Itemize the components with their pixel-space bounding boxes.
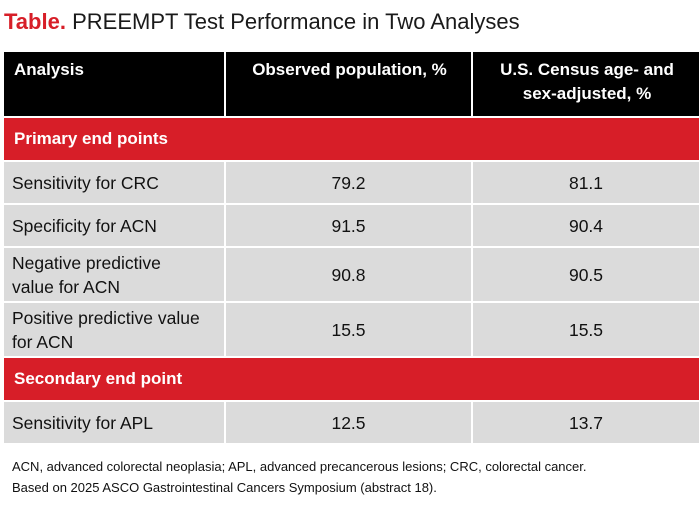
header-row: Analysis Observed population, % U.S. Cen… bbox=[4, 52, 699, 116]
row-name-line: Positive predictive value bbox=[12, 307, 200, 328]
table-row: Positive predictive value for ACN 15.5 15… bbox=[4, 303, 699, 356]
row-adjusted-value: 13.7 bbox=[473, 402, 699, 443]
footnote-abbreviations: ACN, advanced colorectal neoplasia; APL,… bbox=[12, 459, 587, 474]
section-title: Primary end points bbox=[4, 118, 699, 160]
row-adjusted-value: 81.1 bbox=[473, 162, 699, 203]
row-name: Sensitivity for APL bbox=[4, 402, 224, 443]
row-observed-value: 91.5 bbox=[226, 205, 471, 246]
table-row: Sensitivity for APL 12.5 13.7 bbox=[4, 402, 699, 443]
caption-label: Table. bbox=[4, 9, 66, 34]
header-analysis: Analysis bbox=[4, 52, 224, 116]
performance-table: Analysis Observed population, % U.S. Cen… bbox=[2, 50, 700, 445]
row-name: Specificity for ACN bbox=[4, 205, 224, 246]
caption-title: PREEMPT Test Performance in Two Analyses bbox=[72, 9, 520, 34]
row-adjusted-value: 90.5 bbox=[473, 248, 699, 301]
footnotes: ACN, advanced colorectal neoplasia; APL,… bbox=[12, 456, 586, 498]
row-name-line: value for ACN bbox=[12, 276, 120, 297]
row-name-line: Specificity for ACN bbox=[12, 215, 157, 236]
row-name-line: Sensitivity for APL bbox=[12, 412, 154, 433]
row-name-line: Sensitivity for CRC bbox=[12, 172, 159, 193]
row-name: Positive predictive value for ACN bbox=[4, 303, 224, 356]
table-caption: Table. PREEMPT Test Performance in Two A… bbox=[4, 9, 520, 35]
table-row: Negative predictive value for ACN 90.8 90… bbox=[4, 248, 699, 301]
row-observed-value: 79.2 bbox=[226, 162, 471, 203]
section-row-secondary: Secondary end point bbox=[4, 358, 699, 400]
row-name-line: for ACN bbox=[12, 331, 74, 352]
row-name: Sensitivity for CRC bbox=[4, 162, 224, 203]
header-observed: Observed population, % bbox=[226, 52, 471, 116]
row-adjusted-value: 90.4 bbox=[473, 205, 699, 246]
row-observed-value: 90.8 bbox=[226, 248, 471, 301]
table-row: Specificity for ACN 91.5 90.4 bbox=[4, 205, 699, 246]
section-title: Secondary end point bbox=[4, 358, 699, 400]
table-row: Sensitivity for CRC 79.2 81.1 bbox=[4, 162, 699, 203]
header-adjusted: U.S. Census age- and sex-adjusted, % bbox=[473, 52, 699, 116]
section-row-primary: Primary end points bbox=[4, 118, 699, 160]
row-observed-value: 12.5 bbox=[226, 402, 471, 443]
row-adjusted-value: 15.5 bbox=[473, 303, 699, 356]
footnote-source: Based on 2025 ASCO Gastrointestinal Canc… bbox=[12, 480, 437, 495]
row-name: Negative predictive value for ACN bbox=[4, 248, 224, 301]
row-observed-value: 15.5 bbox=[226, 303, 471, 356]
row-name-line: Negative predictive bbox=[12, 252, 161, 273]
